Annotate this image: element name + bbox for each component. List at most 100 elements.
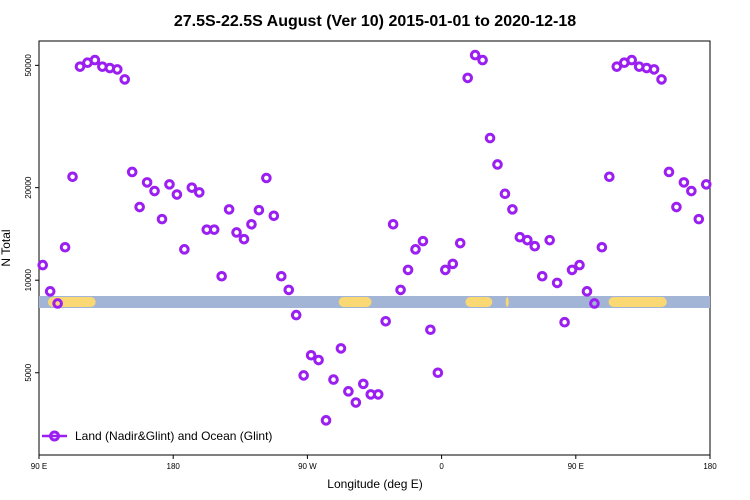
data-point (596, 241, 608, 253)
x-tick-label: 90 W (298, 462, 317, 471)
data-point (589, 298, 600, 309)
data-point (447, 258, 459, 270)
x-tick-label: 180 (167, 462, 181, 471)
y-axis-ticks: 5000 10000 20000 50000 (24, 54, 39, 382)
data-point (216, 270, 227, 282)
data-point (656, 74, 667, 85)
data-point (305, 349, 317, 361)
data-point (231, 227, 242, 238)
data-point (59, 241, 71, 253)
data-point (492, 159, 503, 170)
data-point (156, 213, 168, 225)
data-point (574, 259, 585, 271)
data-point (179, 244, 190, 255)
x-tick-label: 0 (439, 462, 444, 471)
data-point (186, 182, 198, 193)
data-point (119, 74, 131, 85)
data-point (52, 298, 63, 309)
data-point (380, 316, 391, 327)
data-point (581, 286, 593, 297)
data-point (454, 237, 466, 249)
data-point (171, 189, 183, 200)
data-point (462, 72, 473, 84)
data-point (551, 277, 563, 289)
data-point (164, 179, 175, 190)
land-segment (338, 297, 372, 307)
x-axis-label: Longitude (deg E) (327, 477, 422, 491)
surface-band (39, 296, 710, 308)
data-point (477, 54, 488, 66)
data-points (37, 49, 712, 426)
data-point (372, 389, 384, 400)
data-point (604, 171, 615, 183)
data-point (402, 264, 414, 276)
data-point (149, 185, 160, 197)
land-segment (608, 297, 667, 307)
data-point (261, 172, 272, 184)
chart-title: 27.5S-22.5S August (Ver 10) 2015-01-01 t… (174, 13, 576, 30)
legend-marker (49, 430, 60, 442)
data-point (499, 188, 511, 200)
data-point (522, 234, 533, 246)
data-point (253, 204, 265, 216)
data-point (37, 259, 49, 271)
data-point (425, 324, 436, 336)
x-tick-label: 180 (703, 462, 717, 471)
plot-frame (38, 40, 711, 456)
data-point (44, 286, 56, 297)
data-point (298, 370, 309, 381)
data-point (343, 386, 354, 397)
data-point (507, 204, 518, 215)
data-point (417, 235, 429, 247)
data-point (395, 284, 406, 296)
data-point (536, 270, 548, 282)
x-tick-label: 90 E (31, 462, 47, 471)
data-point (700, 179, 712, 190)
data-point (193, 187, 205, 198)
data-point (238, 233, 250, 245)
x-tick-label: 90 E (568, 462, 584, 471)
legend: Land (Nadir&Glint) and Ocean (Glint) (42, 429, 272, 443)
data-point (693, 213, 705, 225)
data-point (529, 240, 541, 252)
y-axis-label: N Total (0, 229, 13, 266)
data-point (671, 201, 682, 213)
data-point (268, 210, 280, 222)
data-point (74, 61, 86, 72)
data-point (89, 54, 101, 66)
data-point (246, 219, 257, 230)
data-point (678, 177, 690, 188)
data-point (469, 49, 481, 61)
data-point (358, 378, 369, 390)
y-tick-label: 50000 (24, 54, 33, 77)
data-point (686, 185, 697, 197)
data-point (67, 171, 78, 183)
land-segment (465, 297, 493, 307)
data-point (335, 343, 347, 354)
data-point (432, 367, 444, 379)
data-point (387, 219, 399, 230)
data-point (126, 166, 138, 178)
data-point (208, 224, 220, 235)
data-point (134, 201, 145, 213)
data-point (328, 374, 339, 385)
data-point (141, 177, 153, 188)
data-point (313, 354, 324, 366)
data-point (320, 415, 332, 426)
data-point (559, 316, 570, 328)
data-point (440, 264, 451, 276)
data-point (350, 397, 362, 408)
ocean-band (39, 296, 710, 308)
x-axis-ticks: 90 E 180 90 W 0 90 E 180 (31, 455, 717, 471)
data-point (626, 54, 638, 66)
y-tick-label: 20000 (24, 176, 33, 199)
data-point (663, 166, 675, 178)
data-point (648, 64, 660, 75)
data-point (611, 61, 623, 72)
data-point (276, 270, 287, 282)
data-point (410, 244, 421, 255)
data-point (111, 64, 123, 75)
data-point (484, 132, 496, 144)
y-tick-label: 5000 (24, 363, 33, 381)
